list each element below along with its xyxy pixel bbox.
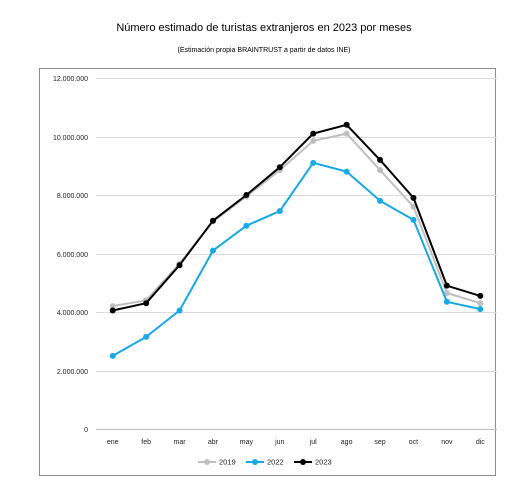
x-tick-label: mar [174, 439, 187, 446]
data-point [477, 292, 484, 299]
data-point [343, 168, 350, 175]
series-line-2022 [112, 161, 481, 357]
series-line-2019 [112, 132, 481, 308]
y-tick-label: 0 [84, 427, 88, 434]
x-tick-label: ago [341, 439, 353, 446]
data-point [143, 333, 150, 340]
legend-label: 2019 [219, 458, 236, 467]
x-tick-label: oct [409, 439, 418, 446]
y-tick-label: 10.000.000 [53, 135, 88, 142]
series-2019 [109, 130, 484, 310]
legend-label: 2023 [315, 458, 332, 467]
data-point [176, 307, 183, 314]
x-tick-label: may [240, 439, 254, 446]
data-point [377, 197, 384, 204]
data-point [410, 203, 417, 210]
chart-border [39, 68, 496, 476]
data-point [410, 216, 417, 223]
legend-swatch-marker [204, 459, 210, 465]
data-point [343, 121, 350, 128]
series-2023 [109, 121, 484, 314]
data-point [443, 282, 450, 289]
data-point [176, 262, 183, 269]
x-tick-label: feb [141, 439, 151, 446]
data-point [109, 307, 116, 314]
data-point [276, 164, 283, 171]
legend-item-2019: 2019 [198, 458, 236, 467]
data-point [109, 352, 116, 359]
chart-title: Número estimado de turistas extranjeros … [116, 22, 412, 34]
data-point [377, 156, 384, 163]
data-point [343, 130, 350, 137]
x-tick-label: abr [208, 439, 219, 446]
data-point [410, 194, 417, 201]
data-point [209, 247, 216, 254]
data-point [209, 217, 216, 224]
x-tick-label: nov [441, 439, 453, 446]
legend-item-2023: 2023 [294, 458, 332, 467]
y-tick-label: 8.000.000 [57, 193, 88, 200]
x-tick-label: jun [274, 439, 284, 446]
data-point [443, 298, 450, 305]
data-point [477, 306, 484, 313]
x-tick-label: ene [107, 439, 119, 446]
series-line-2023 [112, 123, 481, 312]
data-point [310, 137, 317, 144]
gridlines [96, 78, 497, 430]
x-axis: ene feb mar abr may jun jul ago sep oct nov dic [107, 439, 485, 446]
y-tick-label: 6.000.000 [57, 252, 88, 259]
data-point [243, 192, 250, 198]
x-tick-label: sep [374, 439, 385, 446]
y-tick-label: 12.000.000 [53, 76, 88, 83]
data-point [143, 300, 150, 307]
legend-swatch-marker [300, 459, 306, 465]
series-2022 [109, 159, 484, 359]
x-tick-label: jul [309, 439, 317, 446]
data-point [310, 159, 317, 166]
legend-label: 2022 [267, 458, 284, 467]
series-group [109, 121, 484, 359]
data-point [477, 300, 484, 307]
legend-swatch-marker [252, 459, 258, 465]
y-tick-label: 2.000.000 [57, 369, 88, 376]
legend: 2019 2022 2023 [198, 458, 332, 467]
data-point [310, 130, 317, 137]
data-point [276, 208, 283, 215]
data-point [377, 167, 384, 174]
data-point [443, 289, 450, 296]
legend-item-2022: 2022 [246, 458, 284, 467]
chart-subtitle: (Estimación propia BRAINTRUST a partir d… [177, 47, 351, 54]
x-tick-label: dic [476, 439, 485, 446]
y-tick-label: 4.000.000 [57, 310, 88, 317]
data-point [109, 303, 116, 310]
y-axis: 0 2.000.000 4.000.000 6.000.000 8.000.000 10.… [53, 76, 88, 434]
data-point [243, 222, 250, 229]
